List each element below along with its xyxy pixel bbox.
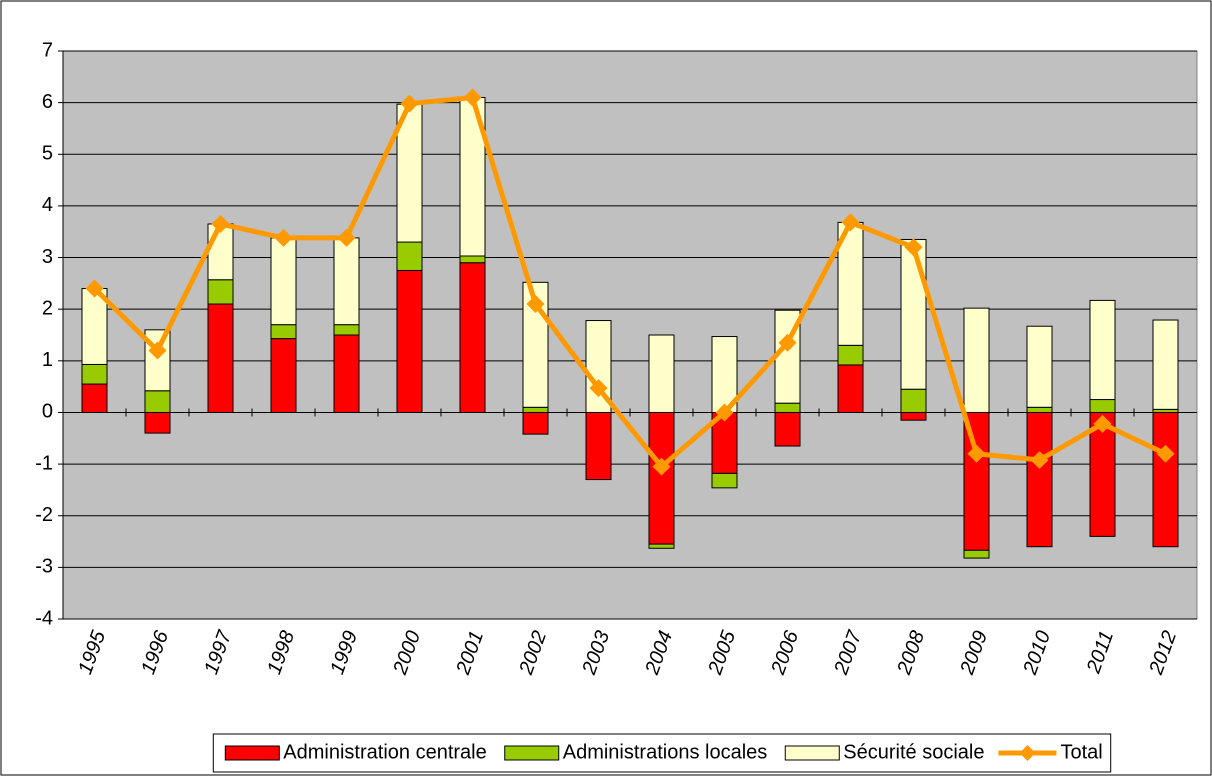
bar — [648, 411, 675, 545]
marker — [85, 279, 104, 298]
legend-label: Sécurité sociale — [843, 741, 984, 763]
bar — [900, 238, 927, 390]
legend-label: Administration centrale — [283, 741, 486, 763]
legend-item: Administration centrale — [224, 741, 487, 763]
bar — [900, 388, 927, 413]
bar — [459, 255, 486, 264]
legend-key — [224, 745, 280, 761]
bar — [396, 269, 423, 413]
bar — [333, 237, 360, 326]
bar — [648, 334, 675, 413]
legend-item: Total — [998, 741, 1103, 763]
marker — [337, 228, 356, 247]
marker — [526, 295, 545, 314]
y-tick-label: -1 — [35, 452, 53, 474]
y-tick-label: -4 — [35, 607, 53, 629]
bar — [459, 262, 486, 413]
bar — [648, 543, 675, 549]
legend-box — [212, 733, 1112, 773]
y-tick-label: 2 — [42, 297, 53, 319]
marker — [463, 88, 482, 107]
bar — [963, 549, 990, 559]
bar — [963, 307, 990, 413]
marker — [1093, 414, 1112, 433]
bar — [81, 383, 108, 413]
bar — [1089, 411, 1116, 537]
legend: Administration centrale Administrations l… — [212, 733, 1112, 773]
legend-label: Total — [1060, 741, 1102, 763]
y-tick-label: 6 — [42, 91, 53, 113]
y-tick-label: 5 — [42, 143, 53, 165]
line — [92, 94, 1167, 471]
marker — [652, 457, 671, 476]
y-tick-label: 3 — [42, 246, 53, 268]
marker — [589, 379, 608, 398]
bar — [774, 402, 801, 413]
marker — [274, 228, 293, 247]
bar — [963, 411, 990, 551]
bar — [1152, 411, 1179, 548]
bar — [270, 237, 297, 326]
bar — [144, 411, 171, 434]
bar — [333, 334, 360, 413]
bar — [774, 411, 801, 447]
bar — [1089, 299, 1116, 401]
bar — [81, 363, 108, 385]
bar — [270, 324, 297, 340]
marker — [1030, 450, 1049, 469]
marker — [211, 214, 230, 233]
legend-item: Sécurité sociale — [784, 741, 984, 763]
bar — [522, 406, 549, 413]
marker — [1156, 444, 1175, 463]
y-tick-label: -3 — [35, 556, 53, 578]
legend-item: Administrations locales — [504, 741, 768, 763]
bar — [585, 411, 612, 481]
marker — [904, 238, 923, 257]
marker — [148, 341, 167, 360]
bar — [1089, 399, 1116, 413]
marker — [778, 333, 797, 352]
bar — [207, 303, 234, 413]
bar — [711, 472, 738, 489]
bar — [144, 390, 171, 413]
bar — [207, 279, 234, 305]
bar — [900, 411, 927, 421]
bar — [837, 364, 864, 413]
y-tick-label: 4 — [42, 194, 53, 216]
bar — [837, 344, 864, 366]
y-tick-label: 0 — [42, 401, 53, 423]
y-tick-label: 7 — [42, 39, 53, 61]
bar — [1026, 411, 1053, 548]
marker — [967, 444, 986, 463]
bar — [522, 411, 549, 435]
legend-key — [784, 745, 840, 761]
bar — [270, 338, 297, 413]
marker — [400, 94, 419, 113]
bar — [1026, 406, 1053, 413]
legend-key — [1019, 745, 1036, 761]
bar — [333, 324, 360, 336]
legend-key — [504, 745, 560, 761]
y-tick-label: 1 — [42, 349, 53, 371]
bar — [1026, 325, 1053, 408]
y-tick-label: -2 — [35, 504, 53, 526]
marker — [841, 213, 860, 232]
bar — [396, 241, 423, 271]
plot-area — [62, 50, 1198, 620]
marker — [715, 403, 734, 422]
legend-label: Administrations locales — [563, 741, 768, 763]
bar — [1152, 319, 1179, 410]
